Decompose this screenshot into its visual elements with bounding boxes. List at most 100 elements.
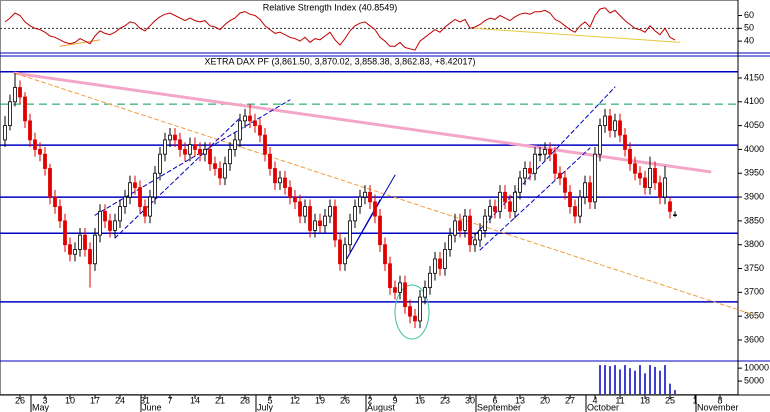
candle-body (103, 210, 107, 222)
y-tick-label: 4100 (744, 96, 764, 106)
y-tick-label: 60 (744, 10, 754, 20)
candle-body (63, 220, 67, 246)
candle-body (623, 134, 627, 150)
candle-body (673, 214, 677, 216)
y-tick-label: 10000 (744, 363, 769, 373)
x-tick-label: 12 (290, 395, 300, 405)
candle-body (278, 177, 282, 184)
candle-body (263, 134, 267, 155)
candle-body (58, 206, 62, 222)
candle-body (28, 120, 32, 141)
x-tick-label: 21 (215, 395, 225, 405)
candle-body (363, 191, 367, 198)
x-tick-label: 26 (340, 395, 350, 405)
candle-body (438, 258, 442, 269)
candle-body (593, 153, 597, 203)
candle-body (448, 234, 452, 250)
x-tick-label: 17 (90, 395, 100, 405)
candle-body (283, 177, 287, 188)
candle-body (553, 153, 557, 174)
candle-body (253, 120, 257, 127)
candle-body (418, 296, 422, 322)
candle-body (393, 287, 397, 293)
candle-body (268, 153, 272, 169)
candle-body (633, 163, 637, 174)
x-tick-label: 23 (440, 395, 450, 405)
candle-body (373, 201, 377, 217)
candle-body (663, 177, 667, 198)
highlight-ellipse (394, 284, 430, 340)
x-tick-label: 26 (15, 395, 25, 405)
candle-body (563, 177, 567, 193)
candle-body (8, 101, 12, 127)
candle-body (328, 206, 332, 217)
x-tick-label: 27 (565, 395, 575, 405)
candle-body (398, 282, 402, 293)
candle-body (93, 234, 97, 265)
candle-body (108, 220, 112, 231)
candle-body (443, 249, 447, 269)
candle-body (358, 196, 362, 207)
candle-body (98, 210, 102, 236)
candle-body (668, 201, 672, 212)
candle-body (73, 249, 77, 255)
candle-body (423, 287, 427, 298)
candle-body (338, 239, 342, 265)
x-tick-label: 20 (540, 395, 550, 405)
y-tick-label: 3750 (744, 263, 764, 273)
candle-body (303, 206, 307, 217)
candle-body (308, 206, 312, 231)
candle-body (473, 239, 477, 246)
month-label: November (697, 402, 739, 412)
candle-body (258, 125, 262, 136)
candle-body (218, 168, 222, 179)
candle-body (433, 258, 437, 274)
candle-body (198, 149, 202, 155)
candle-body (13, 87, 17, 103)
candle-body (503, 191, 507, 203)
y-tick-label: 3950 (744, 168, 764, 178)
candle-body (658, 182, 662, 198)
candle-body (458, 220, 462, 231)
y-tick-label: 4150 (744, 72, 764, 82)
candle-body (513, 191, 517, 212)
candle-body (293, 196, 297, 203)
y-tick-label: 5000 (744, 375, 764, 385)
candle-body (653, 168, 657, 184)
candle-body (518, 177, 522, 193)
x-tick-label: 1 (692, 395, 697, 405)
candle-body (208, 149, 212, 165)
candle-body (213, 163, 217, 169)
candle-body (123, 196, 127, 207)
x-tick-label: 19 (315, 395, 325, 405)
candle-body (508, 201, 512, 212)
candle-body (273, 168, 277, 184)
candle-body (573, 206, 577, 217)
candle-body (68, 244, 72, 255)
x-tick-label: 10 (65, 395, 75, 405)
y-tick-label: 50 (744, 23, 754, 33)
candle-body (368, 191, 372, 203)
candle-body (403, 282, 407, 308)
candle-body (498, 191, 502, 212)
candle-body (313, 220, 317, 231)
candle-body (333, 206, 337, 241)
x-tick-label: 14 (190, 395, 200, 405)
candle-body (613, 120, 617, 131)
y-tick-label: 3700 (744, 287, 764, 297)
month-label: October (587, 402, 619, 412)
y-tick-label: 4000 (744, 144, 764, 154)
candle-body (453, 220, 457, 236)
trend-line (469, 86, 616, 241)
candle-body (133, 182, 137, 188)
x-tick-label: 25 (665, 395, 675, 405)
candle-body (43, 153, 47, 169)
trend-line (479, 147, 591, 251)
rsi-title: Relative Strength Index (40.8549) (263, 2, 398, 12)
x-tick-label: 31 (140, 395, 150, 405)
candle-body (223, 163, 227, 179)
candle-body (298, 201, 302, 217)
month-label: August (367, 402, 396, 412)
x-tick-label: 16 (415, 395, 425, 405)
